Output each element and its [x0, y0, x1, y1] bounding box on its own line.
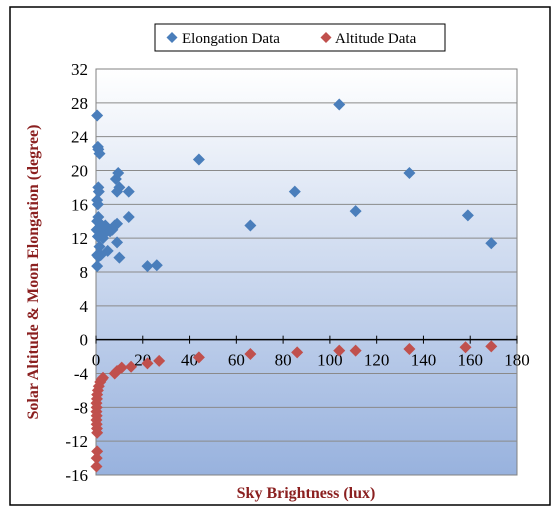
altitude-point — [125, 360, 138, 373]
y-tick-label: 8 — [80, 263, 89, 282]
altitude-point — [141, 357, 154, 370]
elongation-point — [288, 185, 301, 198]
altitude-point — [91, 445, 104, 458]
altitude-point — [459, 341, 472, 354]
elongation-point — [333, 98, 346, 111]
elongation-point — [122, 211, 135, 224]
elongation-point — [92, 185, 105, 198]
elongation-point — [112, 167, 125, 180]
y-tick-label: -12 — [65, 432, 88, 451]
y-tick-label: 28 — [71, 94, 88, 113]
elongation-point — [91, 140, 104, 153]
altitude-point — [192, 351, 205, 364]
elongation-point — [91, 260, 104, 273]
y-axis-title: Solar Altitude & Moon Elongation (degree… — [25, 125, 42, 420]
legend: Elongation Data Altitude Data — [154, 23, 446, 52]
y-tick-label: 32 — [71, 60, 88, 79]
elongation-point — [349, 205, 362, 218]
altitude-point — [485, 340, 498, 353]
y-tick-label: 24 — [71, 128, 89, 147]
altitude-point — [97, 371, 110, 384]
x-tick-label: 80 — [275, 351, 292, 370]
elongation-point — [192, 153, 205, 166]
altitude-point — [333, 344, 346, 357]
x-tick-label: 40 — [181, 351, 198, 370]
y-tick-label: 0 — [80, 331, 89, 350]
elongation-point — [485, 237, 498, 250]
elongation-point — [91, 198, 104, 211]
elongation-point — [122, 185, 135, 198]
y-axis-tick-labels: -16 -12 -8 -4 0 4 8 12 16 20 24 28 32 — [65, 60, 88, 485]
x-tick-label: 100 — [317, 351, 343, 370]
y-tick-label: 16 — [71, 195, 88, 214]
altitude-point — [291, 346, 304, 359]
legend-marker-altitude — [320, 32, 332, 43]
elongation-point — [93, 240, 106, 253]
x-axis-tick-labels: 0 20 40 60 80 100 120 140 160 180 — [92, 335, 530, 370]
altitude-point — [153, 354, 166, 367]
y-tick-label: 20 — [71, 162, 88, 181]
gridlines — [96, 102, 517, 442]
altitude-point — [115, 361, 128, 374]
elongation-point — [403, 167, 416, 180]
elongation-point — [101, 244, 114, 257]
altitude-point — [90, 460, 103, 473]
x-tick-label: 160 — [457, 351, 483, 370]
y-tick-label: 4 — [80, 297, 89, 316]
x-tick-label: 60 — [228, 351, 245, 370]
elongation-point — [111, 217, 124, 230]
elongation-point — [91, 109, 104, 122]
altitude-point — [244, 348, 257, 361]
y-tick-label: -16 — [65, 466, 88, 485]
elongation-point — [461, 209, 474, 222]
legend-label-elongation: Elongation Data — [182, 31, 280, 47]
elongation-point — [244, 219, 257, 232]
elongation-point — [113, 251, 126, 264]
elongation-point — [150, 259, 163, 272]
altitude-point — [349, 344, 362, 357]
x-tick-label: 0 — [92, 351, 101, 370]
x-axis-title: Sky Brightness (lux) — [237, 485, 376, 502]
y-tick-label: -4 — [74, 365, 89, 384]
elongation-point — [141, 260, 154, 273]
legend-marker-elongation — [166, 32, 178, 43]
x-tick-label: 180 — [504, 351, 530, 370]
altitude-point — [403, 342, 416, 355]
elongation-point — [113, 181, 126, 194]
data-points — [90, 98, 498, 473]
legend-label-altitude: Altitude Data — [335, 31, 417, 47]
x-tick-label: 120 — [364, 351, 390, 370]
y-tick-label: -8 — [74, 398, 88, 417]
legend-box — [154, 23, 446, 52]
altitude-point — [90, 452, 103, 465]
elongation-point — [111, 236, 124, 249]
x-tick-label: 140 — [411, 351, 437, 370]
y-tick-label: 12 — [71, 229, 88, 248]
